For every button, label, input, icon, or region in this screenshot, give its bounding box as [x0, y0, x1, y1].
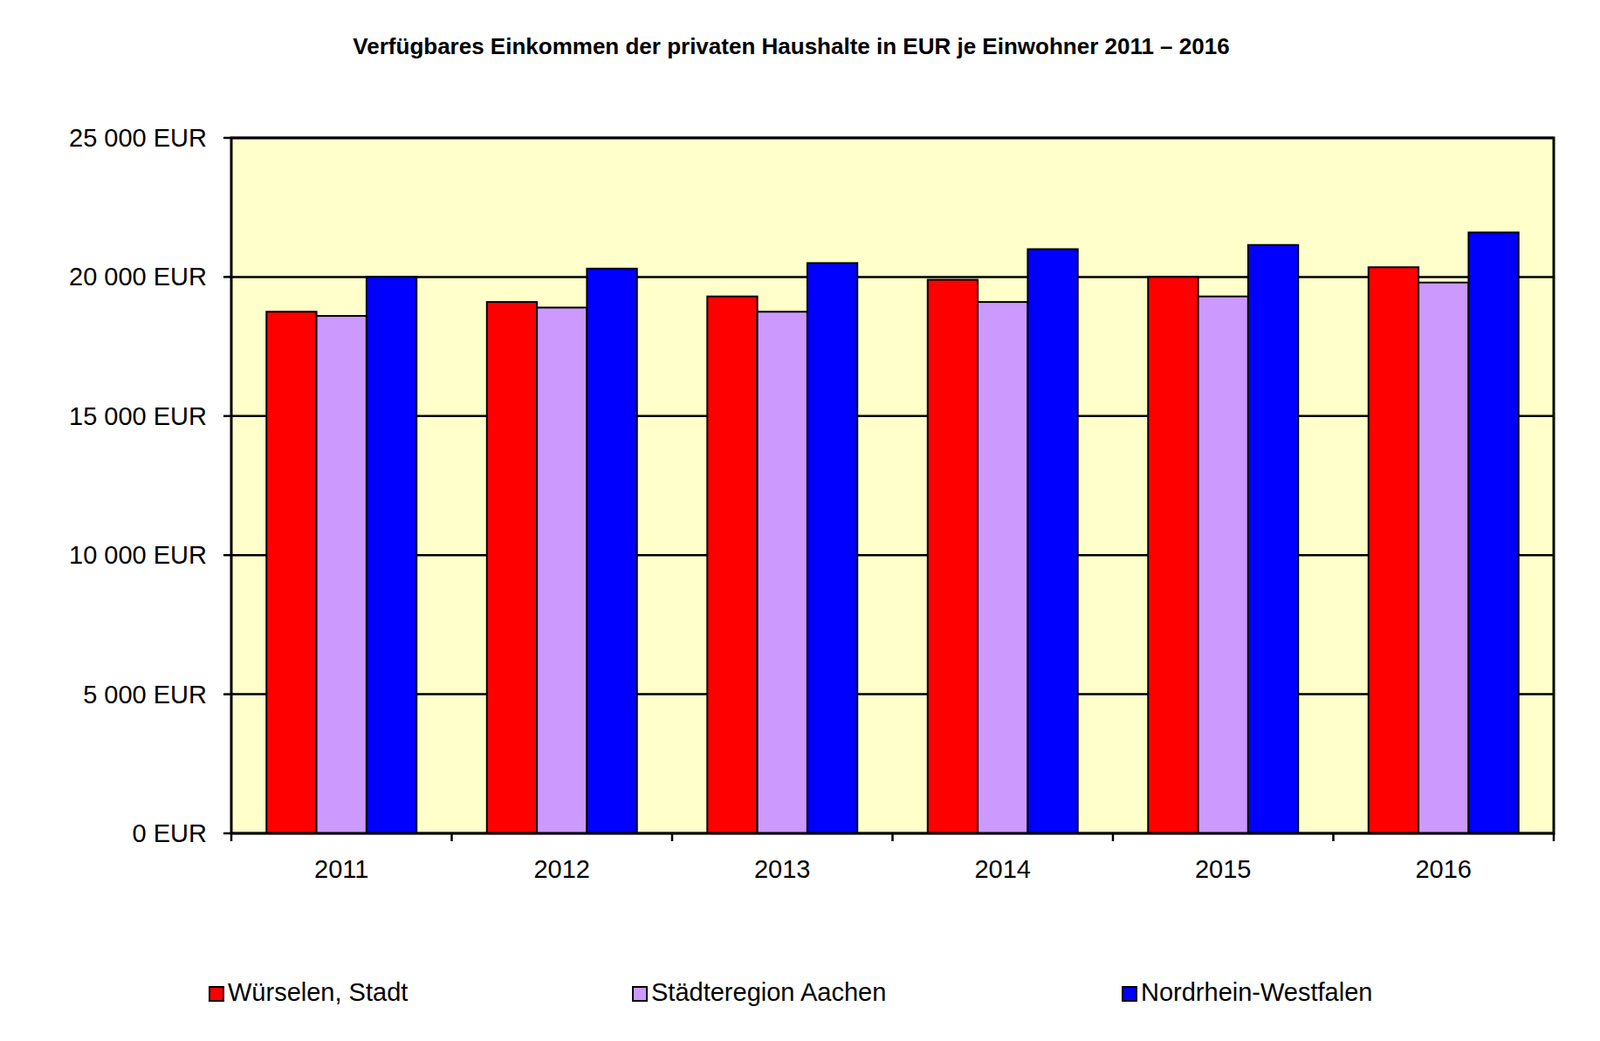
bar — [977, 302, 1028, 834]
bar — [1418, 282, 1469, 834]
grid-line — [231, 415, 1554, 419]
x-tick-label: 2012 — [533, 855, 591, 884]
bars — [266, 232, 1518, 834]
bar — [1198, 296, 1249, 834]
grid-line — [231, 554, 1554, 557]
legend-label: Nordrhein-Westfalen — [1140, 978, 1373, 1007]
grid-line — [231, 275, 1554, 279]
title: Verfügbares Einkommen der privaten Haush… — [352, 33, 1230, 60]
bar — [757, 311, 808, 834]
legend-swatch — [1122, 987, 1137, 1002]
bar — [266, 311, 316, 834]
bar — [1147, 276, 1198, 834]
bar — [536, 307, 587, 834]
bar — [707, 296, 757, 834]
y-tick-label: 5 000 EUR — [82, 680, 207, 709]
legend-label: Würselen, Stadt — [227, 978, 408, 1007]
bar — [316, 315, 367, 834]
y-tick-label: 0 EUR — [132, 819, 207, 848]
x-tick-label: 2016 — [1414, 855, 1472, 884]
y-tick-label: 10 000 EUR — [68, 541, 207, 570]
bar — [586, 268, 637, 834]
x-tick-label: 2015 — [1194, 855, 1252, 884]
bar — [1248, 245, 1298, 834]
plot-frame — [231, 137, 1554, 834]
bar — [487, 302, 537, 834]
y-tick-label: 25 000 EUR — [68, 123, 207, 152]
bar — [1368, 267, 1419, 834]
bar — [927, 280, 978, 834]
x-tick-label: 2011 — [314, 855, 369, 884]
grid-line — [231, 693, 1554, 696]
bar — [1027, 249, 1078, 834]
y-tick-label: 15 000 EUR — [68, 402, 207, 431]
legend-swatch — [632, 987, 647, 1002]
x-tick-label: 2014 — [974, 855, 1031, 884]
legend-swatch — [209, 987, 224, 1002]
plot-background — [231, 137, 1554, 834]
bar — [366, 276, 417, 834]
legend-label: Städteregion Aachen — [651, 978, 886, 1007]
bar — [1468, 232, 1518, 834]
y-tick-label: 20 000 EUR — [68, 262, 207, 291]
bar — [807, 262, 858, 834]
chart: Verfügbares Einkommen der privaten Haush… — [0, 0, 1600, 1041]
x-tick-label: 2013 — [754, 855, 811, 884]
